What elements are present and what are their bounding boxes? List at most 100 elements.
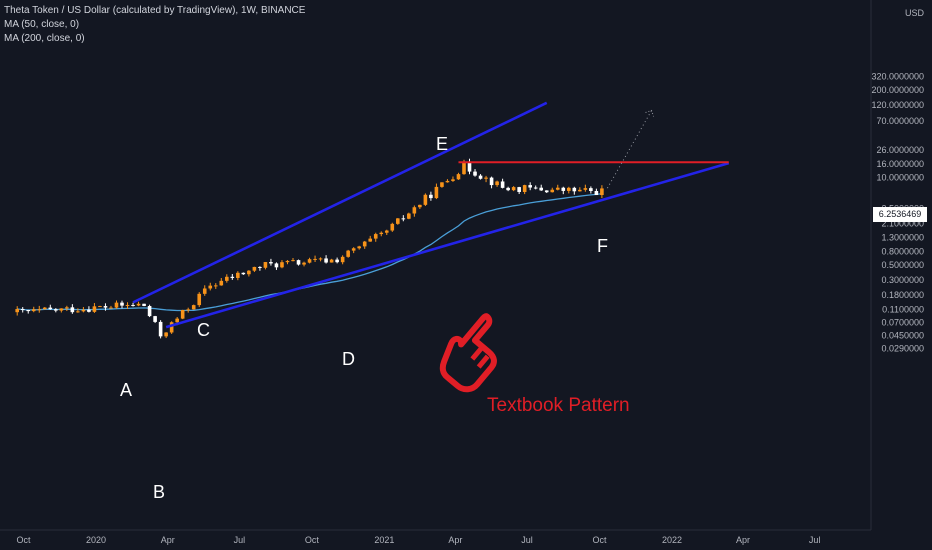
candle-body	[555, 187, 560, 190]
candle-body	[219, 280, 224, 286]
x-tick-label: Oct	[593, 535, 608, 545]
x-tick-label: Oct	[305, 535, 320, 545]
candle-body	[197, 293, 202, 306]
candle-body	[208, 285, 213, 289]
candle-body	[445, 180, 450, 183]
y-tick-label: 10.0000000	[876, 173, 924, 183]
candle-body	[506, 187, 510, 191]
candle-body	[357, 246, 361, 249]
candle-body	[136, 303, 141, 306]
y-tick-label: 0.0290000	[881, 343, 924, 353]
current-price-tag: 6.2536469	[873, 207, 927, 222]
y-tick-label: 200.0000000	[871, 85, 924, 95]
candle-body	[484, 177, 488, 179]
time-axis-bg	[0, 530, 932, 550]
annotation-label-a: A	[120, 380, 132, 400]
candle-body	[401, 218, 406, 220]
annotation-label-c: C	[197, 320, 210, 340]
candle-body	[103, 306, 108, 308]
candle-body	[489, 177, 494, 186]
candle-body	[533, 187, 538, 189]
candle-body	[65, 307, 69, 309]
candle-body	[147, 306, 152, 317]
x-tick-label: Jul	[809, 535, 821, 545]
candle-body	[164, 332, 168, 337]
candle-body	[550, 189, 555, 193]
y-tick-label: 0.8000000	[881, 246, 924, 256]
candle-body	[158, 321, 163, 337]
candle-body	[373, 234, 378, 239]
y-tick-label: 0.1800000	[881, 290, 924, 300]
candle-body	[258, 266, 262, 268]
candle-body	[87, 309, 91, 312]
candle-body	[379, 232, 384, 235]
pattern-label: Textbook Pattern	[487, 395, 630, 416]
candle-body	[522, 185, 527, 192]
candle-body	[76, 311, 80, 313]
candle-body	[589, 188, 593, 191]
legend-title: Theta Token / US Dollar (calculated by T…	[4, 5, 306, 16]
x-tick-label: Oct	[16, 535, 31, 545]
candle-body	[236, 272, 240, 278]
candle-body	[42, 307, 47, 310]
candle-body	[500, 181, 505, 188]
candle-body	[362, 241, 367, 247]
candle-body	[15, 309, 19, 313]
candle-body	[280, 262, 284, 268]
candle-body	[351, 248, 356, 251]
x-tick-label: 2020	[86, 535, 106, 545]
y-tick-label: 70.0000000	[876, 116, 924, 126]
candle-body	[230, 276, 235, 278]
y-tick-label: 2.1000000	[881, 218, 924, 228]
chart-legend: Theta Token / US Dollar (calculated by T…	[4, 4, 305, 46]
candle-body	[384, 230, 389, 233]
x-tick-label: Jul	[234, 535, 246, 545]
candle-body	[517, 187, 521, 192]
hand-pointer-icon	[439, 313, 497, 393]
candle-body	[572, 187, 577, 192]
candle-body	[462, 161, 466, 175]
candle-body	[180, 310, 185, 319]
candle-body	[202, 288, 207, 294]
x-tick-label: 2022	[662, 535, 682, 545]
legend-ma200: MA (200, close, 0)	[4, 33, 85, 44]
y-tick-label: 120.0000000	[871, 100, 924, 110]
y-tick-label: 0.1100000	[882, 304, 924, 314]
y-tick-label: 1.3000000	[881, 232, 924, 242]
candle-body	[578, 189, 582, 192]
candle-body	[37, 309, 42, 311]
candle-body	[318, 258, 323, 260]
y-tick-label: 0.3000000	[881, 275, 924, 285]
candle-body	[109, 307, 113, 309]
candle-body	[269, 262, 273, 264]
x-tick-label: Apr	[736, 535, 750, 545]
candle-body	[567, 187, 571, 191]
x-tick-label: 2021	[374, 535, 394, 545]
candle-body	[346, 250, 350, 257]
candle-body	[528, 185, 532, 188]
x-tick-label: Apr	[448, 535, 462, 545]
annotation-label-b: B	[153, 482, 165, 502]
candle-body	[467, 161, 472, 172]
candle-body	[175, 318, 179, 323]
candle-body	[329, 259, 334, 263]
candle-body	[213, 285, 218, 287]
candle-body	[241, 272, 246, 275]
candle-body	[495, 181, 499, 186]
annotation-label-f: F	[597, 236, 608, 256]
candle-body	[252, 266, 257, 271]
candle-body	[456, 174, 461, 180]
candle-body	[473, 171, 477, 176]
candle-body	[600, 188, 604, 196]
candle-body	[302, 262, 306, 265]
price-axis-bg	[871, 0, 932, 530]
candle-body	[274, 263, 279, 268]
y-tick-label: 26.0000000	[876, 145, 924, 155]
candle-body	[412, 207, 417, 214]
channel-line	[132, 101, 548, 304]
candle-body	[440, 182, 444, 187]
candle-body	[225, 276, 229, 281]
